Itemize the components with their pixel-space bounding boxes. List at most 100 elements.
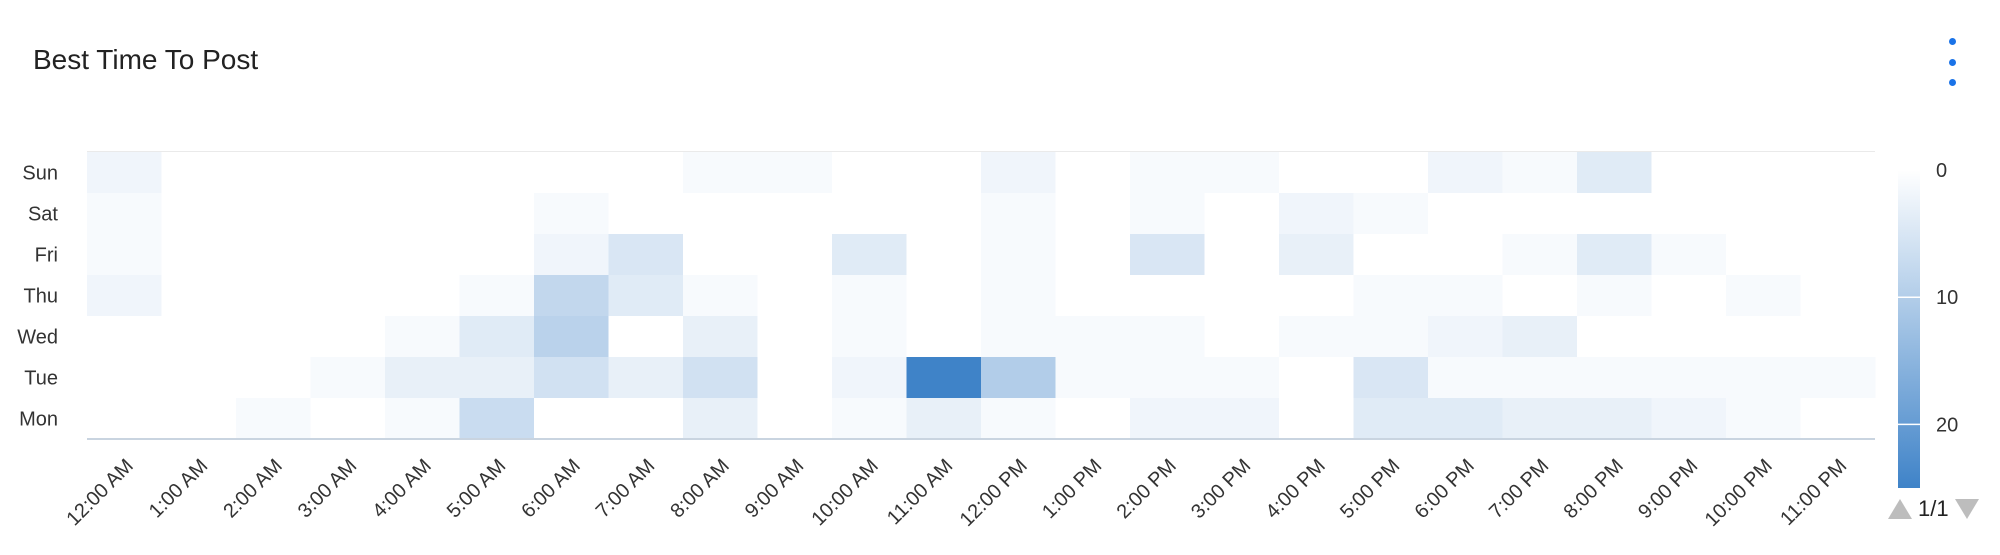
heatmap-cell <box>757 357 833 399</box>
legend-tick-label: 10 <box>1936 287 1958 309</box>
heatmap-cell <box>1279 357 1354 399</box>
heatmap-cell <box>608 316 684 358</box>
heatmap-cell <box>683 398 758 440</box>
heatmap-cell <box>1651 152 1727 194</box>
heatmap-cell <box>1279 193 1354 235</box>
x-tick-label: 4:00 PM <box>1262 455 1330 523</box>
heatmap-cell <box>1055 234 1131 276</box>
heatmap-cell <box>1800 234 1876 276</box>
heatmap-cell <box>1577 398 1652 440</box>
heatmap-cell <box>832 234 907 276</box>
heatmap-cell <box>87 357 162 399</box>
heatmap-cell <box>1800 152 1876 194</box>
heatmap-cell <box>87 152 162 194</box>
more-vertical-icon[interactable] <box>1940 38 1964 86</box>
heatmap-cell <box>608 193 684 235</box>
heatmap-cell <box>1651 316 1727 358</box>
heatmap-cell <box>1130 316 1205 358</box>
heatmap-cell <box>459 275 535 317</box>
heatmap-cell <box>534 234 609 276</box>
heatmap-cell <box>459 357 535 399</box>
y-tick-label: Thu <box>24 286 58 308</box>
heatmap-cell <box>906 152 982 194</box>
heatmap-cell <box>236 275 311 317</box>
heatmap-cell <box>1428 316 1503 358</box>
heatmap-cell <box>87 275 162 317</box>
heatmap-cell <box>1651 357 1727 399</box>
heatmap-cell <box>608 357 684 399</box>
heatmap-cell <box>1130 152 1205 194</box>
heatmap-cell <box>236 357 311 399</box>
heatmap-cell <box>832 275 907 317</box>
heatmap-cell <box>534 275 609 317</box>
heatmap-cell <box>1055 193 1131 235</box>
menu-dot <box>1948 79 1956 86</box>
heatmap-cell <box>1800 316 1876 358</box>
heatmap-cell <box>757 234 833 276</box>
heatmap-cell <box>1726 398 1801 440</box>
x-tick-label: 9:00 AM <box>741 455 808 522</box>
y-tick-label: Sat <box>28 204 58 226</box>
heatmap-cell <box>459 398 535 440</box>
heatmap-cell <box>906 357 982 399</box>
heatmap-cell <box>385 193 460 235</box>
x-tick-label: 5:00 AM <box>443 455 510 522</box>
heatmap-cell <box>1353 275 1429 317</box>
heatmap-cell <box>1204 234 1280 276</box>
heatmap-cell <box>1577 316 1652 358</box>
heatmap-cell <box>236 234 311 276</box>
heatmap-cell <box>1502 234 1578 276</box>
heatmap-cell <box>1204 193 1280 235</box>
heatmap-cell <box>1353 152 1429 194</box>
heatmap-cell <box>385 398 460 440</box>
x-tick-label: 6:00 AM <box>517 455 584 522</box>
heatmap-cell <box>310 193 386 235</box>
heatmap-cell <box>1428 275 1503 317</box>
heatmap-cell <box>1577 357 1652 399</box>
x-tick-label: 12:00 PM <box>956 455 1032 531</box>
heatmap-cell <box>1577 275 1652 317</box>
heatmap-cell <box>683 316 758 358</box>
heatmap-cell <box>1428 357 1503 399</box>
heatmap-cell <box>385 316 460 358</box>
heatmap-cell <box>832 398 907 440</box>
heatmap-cell <box>1502 398 1578 440</box>
heatmap-cell <box>1055 316 1131 358</box>
heatmap-cell <box>1204 398 1280 440</box>
y-tick-label: Sun <box>22 163 58 185</box>
heatmap-cell <box>534 193 609 235</box>
heatmap-cell <box>981 152 1056 194</box>
triangle-down-icon[interactable] <box>1954 499 1979 519</box>
heatmap-cell <box>1428 193 1503 235</box>
heatmap-cell <box>1502 152 1578 194</box>
heatmap-cell <box>1130 357 1205 399</box>
heatmap-cell <box>385 234 460 276</box>
heatmap-cell <box>87 234 162 276</box>
heatmap-cell <box>832 193 907 235</box>
x-tick-label: 3:00 AM <box>294 455 361 522</box>
heatmap-cell <box>161 398 237 440</box>
page-title: Best Time To Post <box>33 44 259 75</box>
y-tick-label: Mon <box>19 409 58 431</box>
heatmap-cell <box>1726 234 1801 276</box>
heatmap-cell <box>1726 275 1801 317</box>
heatmap-cell <box>1055 275 1131 317</box>
heatmap-cell <box>683 193 758 235</box>
heatmap-cell <box>1800 193 1876 235</box>
heatmap-cell <box>832 357 907 399</box>
heatmap-cell <box>1204 152 1280 194</box>
heatmap-cell <box>1279 234 1354 276</box>
heatmap-cell <box>310 234 386 276</box>
heatmap-cell <box>161 316 237 358</box>
heatmap-cell <box>1502 316 1578 358</box>
heatmap-cell <box>161 275 237 317</box>
x-tick-label: 1:00 AM <box>145 455 212 522</box>
heatmap-cell <box>757 193 833 235</box>
heatmap-cell <box>459 193 535 235</box>
heatmap-cell <box>1130 275 1205 317</box>
legend-tick-label: 0 <box>1936 160 1947 182</box>
heatmap-cell <box>87 316 162 358</box>
heatmap-cell <box>236 316 311 358</box>
triangle-up-icon[interactable] <box>1888 499 1912 519</box>
